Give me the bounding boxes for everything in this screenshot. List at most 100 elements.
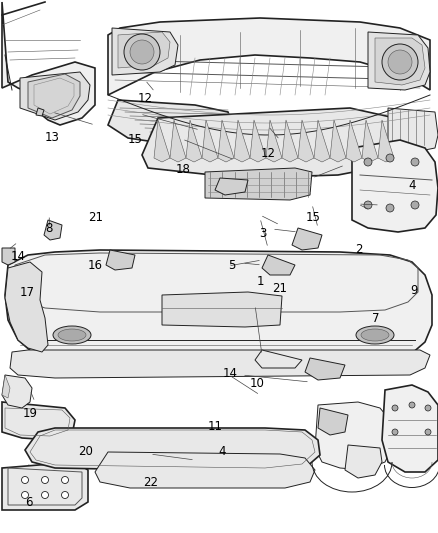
PathPatch shape	[142, 108, 410, 178]
Text: 20: 20	[78, 446, 93, 458]
Circle shape	[61, 477, 68, 483]
PathPatch shape	[388, 108, 438, 152]
Text: 11: 11	[208, 420, 223, 433]
PathPatch shape	[106, 250, 135, 270]
Text: 8: 8	[46, 222, 53, 235]
PathPatch shape	[218, 120, 234, 162]
PathPatch shape	[266, 120, 282, 162]
PathPatch shape	[95, 452, 315, 488]
PathPatch shape	[2, 2, 95, 125]
Text: 9: 9	[410, 284, 418, 297]
PathPatch shape	[346, 120, 362, 162]
Text: 21: 21	[272, 282, 287, 295]
Text: 12: 12	[261, 147, 276, 160]
PathPatch shape	[352, 140, 438, 232]
PathPatch shape	[314, 120, 330, 162]
Text: 17: 17	[20, 286, 35, 298]
PathPatch shape	[234, 120, 250, 162]
Circle shape	[42, 491, 49, 498]
PathPatch shape	[368, 32, 430, 90]
PathPatch shape	[318, 408, 348, 435]
PathPatch shape	[5, 262, 48, 352]
PathPatch shape	[108, 18, 430, 95]
Text: 1: 1	[257, 275, 265, 288]
Text: 5: 5	[229, 259, 236, 272]
PathPatch shape	[20, 72, 90, 120]
Text: 14: 14	[11, 251, 26, 263]
PathPatch shape	[255, 350, 302, 368]
PathPatch shape	[382, 385, 438, 472]
Text: 2: 2	[355, 243, 363, 256]
Circle shape	[42, 477, 49, 483]
PathPatch shape	[315, 402, 392, 470]
Ellipse shape	[53, 326, 91, 344]
Text: 7: 7	[372, 312, 380, 325]
PathPatch shape	[330, 120, 346, 162]
PathPatch shape	[2, 402, 75, 440]
PathPatch shape	[2, 375, 32, 408]
Circle shape	[386, 204, 394, 212]
PathPatch shape	[202, 120, 218, 162]
PathPatch shape	[345, 445, 382, 478]
PathPatch shape	[378, 120, 394, 162]
Circle shape	[364, 201, 372, 209]
Circle shape	[382, 44, 418, 80]
PathPatch shape	[362, 120, 378, 162]
PathPatch shape	[2, 375, 10, 398]
PathPatch shape	[108, 100, 235, 148]
Circle shape	[409, 402, 415, 408]
PathPatch shape	[292, 228, 322, 250]
Text: 15: 15	[127, 133, 142, 146]
Circle shape	[411, 201, 419, 209]
Text: 3: 3	[259, 227, 266, 240]
Text: 4: 4	[219, 446, 226, 458]
PathPatch shape	[282, 120, 298, 162]
Ellipse shape	[361, 329, 389, 341]
Text: 12: 12	[138, 92, 153, 105]
Ellipse shape	[58, 329, 86, 341]
PathPatch shape	[36, 108, 44, 116]
Text: 16: 16	[88, 259, 103, 272]
Circle shape	[21, 477, 28, 483]
PathPatch shape	[112, 28, 178, 75]
Circle shape	[21, 491, 28, 498]
Circle shape	[392, 405, 398, 411]
PathPatch shape	[44, 220, 62, 240]
Text: 4: 4	[408, 179, 416, 192]
PathPatch shape	[262, 255, 295, 275]
Circle shape	[386, 154, 394, 162]
Ellipse shape	[356, 326, 394, 344]
Text: 14: 14	[223, 367, 237, 379]
PathPatch shape	[186, 120, 202, 162]
Text: 21: 21	[88, 211, 103, 224]
Text: 10: 10	[250, 377, 265, 390]
PathPatch shape	[162, 292, 282, 327]
PathPatch shape	[250, 120, 266, 162]
Text: 22: 22	[144, 476, 159, 489]
Circle shape	[425, 429, 431, 435]
Circle shape	[411, 158, 419, 166]
PathPatch shape	[154, 120, 170, 162]
PathPatch shape	[5, 250, 432, 367]
Circle shape	[130, 40, 154, 64]
Circle shape	[124, 34, 160, 70]
PathPatch shape	[28, 74, 80, 118]
PathPatch shape	[205, 168, 312, 200]
Text: 19: 19	[22, 407, 37, 419]
PathPatch shape	[2, 248, 15, 265]
PathPatch shape	[25, 428, 320, 472]
Circle shape	[388, 50, 412, 74]
PathPatch shape	[215, 178, 248, 195]
PathPatch shape	[170, 120, 186, 162]
PathPatch shape	[118, 32, 170, 68]
PathPatch shape	[10, 350, 430, 378]
Circle shape	[364, 158, 372, 166]
Circle shape	[392, 429, 398, 435]
Text: 6: 6	[25, 496, 32, 508]
Text: 13: 13	[44, 131, 59, 144]
Text: 18: 18	[176, 163, 191, 176]
PathPatch shape	[375, 38, 425, 85]
PathPatch shape	[2, 462, 88, 510]
PathPatch shape	[298, 120, 314, 162]
Circle shape	[425, 405, 431, 411]
